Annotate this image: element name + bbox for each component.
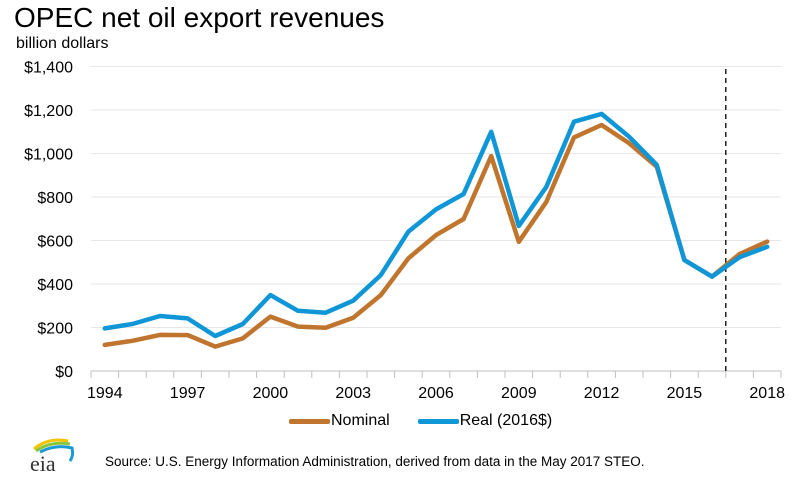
legend-item-nominal: Nominal: [289, 412, 390, 430]
legend-swatch-real: [417, 418, 459, 424]
legend-label-nominal: Nominal: [331, 412, 390, 429]
x-axis: 1994 1997 2000 2003 2006 2009 2012 2015 2018: [87, 370, 785, 402]
x-tick-label: 2009: [501, 385, 537, 402]
y-tick-label: $800: [37, 190, 73, 207]
series-line-real: [102, 111, 770, 339]
x-tick-label: 2003: [335, 385, 371, 402]
x-tick-label: 2015: [667, 385, 703, 402]
x-tick-label: 1997: [170, 385, 206, 402]
y-axis-unit-label: billion dollars: [16, 35, 109, 52]
legend: Nominal Real (2016$): [289, 412, 580, 430]
series-lines: [102, 111, 770, 349]
y-axis-ticks: $0 $200 $400 $600 $800 $1,000 $1,200 $1,400: [24, 60, 73, 382]
x-tick-label: 2006: [418, 385, 454, 402]
y-tick-label: $0: [55, 364, 73, 381]
y-tick-label: $1,000: [24, 147, 73, 164]
eia-logo-text: eia: [30, 451, 56, 475]
y-tick-label: $200: [37, 321, 73, 338]
legend-item-real: Real (2016$): [417, 412, 553, 430]
source-note: Source: U.S. Energy Information Administ…: [105, 454, 645, 469]
x-tick-label: 2012: [584, 385, 620, 402]
y-tick-label: $400: [37, 277, 73, 294]
y-tick-label: $600: [37, 234, 73, 251]
legend-swatch-nominal: [289, 418, 330, 424]
x-tick-label: 2000: [253, 385, 289, 402]
x-tick-label: 1994: [87, 385, 123, 402]
series-line-nominal: [102, 122, 770, 349]
legend-label-real: Real (2016$): [459, 412, 553, 429]
y-tick-label: $1,400: [24, 60, 73, 77]
x-tick-label: 2018: [749, 385, 785, 402]
chart-title: OPEC net oil export revenues: [14, 2, 385, 33]
eia-logo-icon: eia: [30, 438, 75, 475]
y-tick-label: $1,200: [24, 103, 73, 120]
gridlines: [91, 66, 781, 328]
